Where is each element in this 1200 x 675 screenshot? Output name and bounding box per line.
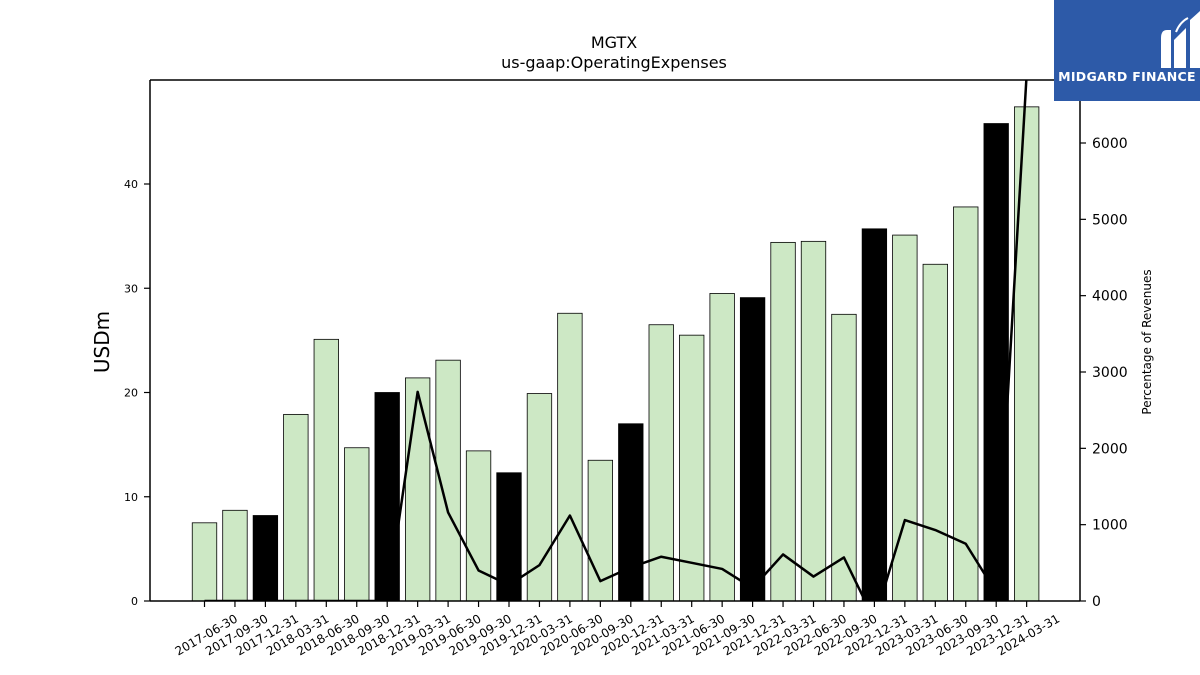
y-right-tick-label-4000: 4000 (1092, 289, 1128, 305)
y-tick-label-20: 20 (124, 387, 138, 400)
bar-2018-09-30 (344, 447, 370, 602)
y-axis-label: USDm (90, 311, 114, 373)
bar-2019-03-31 (404, 377, 431, 602)
brand-logo: MIDGARD FINANCE (1054, 0, 1200, 101)
bar-2018-12-31 (374, 392, 400, 602)
bar-2019-09-30 (465, 450, 492, 602)
bars-layer (191, 106, 1040, 602)
bar-2018-06-30 (313, 338, 339, 602)
bar-2021-09-30 (709, 293, 735, 602)
bar-2020-03-31 (526, 393, 553, 602)
y-tick-label-30: 30 (124, 282, 138, 295)
y-right-tick-label-0: 0 (1092, 594, 1101, 610)
y-right-tick-label-2000: 2000 (1092, 441, 1128, 457)
bar-2023-03-31 (892, 234, 918, 602)
brand-mark-icon (1161, 10, 1200, 68)
bar-2018-03-31 (283, 413, 309, 602)
y-tick-label-40: 40 (124, 178, 138, 191)
bar-2021-12-31 (739, 297, 766, 602)
bar-2023-12-31 (983, 123, 1009, 602)
line-layer (204, 80, 1028, 601)
pct-revenue-line (204, 80, 1028, 601)
chart-subtitle: us-gaap:OperatingExpenses (501, 53, 727, 72)
y-tick-label-0: 0 (131, 595, 138, 608)
y-right-tick-label-3000: 3000 (1092, 365, 1128, 381)
axes-layer (149, 79, 1081, 602)
y-right-tick-label-6000: 6000 (1092, 136, 1128, 152)
bar-2020-06-30 (557, 312, 583, 602)
bar-2017-09-30 (222, 509, 248, 602)
y-right-tick-label-5000: 5000 (1092, 212, 1128, 228)
bar-2017-06-30 (191, 522, 218, 602)
bar-2022-03-31 (770, 241, 796, 602)
y-right-tick-label-1000: 1000 (1092, 518, 1128, 534)
bar-2024-03-31 (1014, 106, 1040, 602)
bar-2021-06-30 (679, 334, 705, 602)
chart-title: MGTX (591, 33, 637, 52)
y-axis-right-label: Percentage of Revenues (1140, 269, 1154, 414)
bar-2023-06-30 (922, 263, 948, 602)
bar-2017-12-31 (252, 515, 279, 602)
y-tick-label-10: 10 (124, 491, 138, 504)
bar-2022-06-30 (800, 240, 827, 602)
brand-name: MIDGARD FINANCE (1058, 69, 1196, 84)
bar-2020-12-31 (618, 423, 644, 602)
bar-2023-09-30 (953, 206, 979, 602)
bar-2022-12-31 (861, 228, 888, 602)
